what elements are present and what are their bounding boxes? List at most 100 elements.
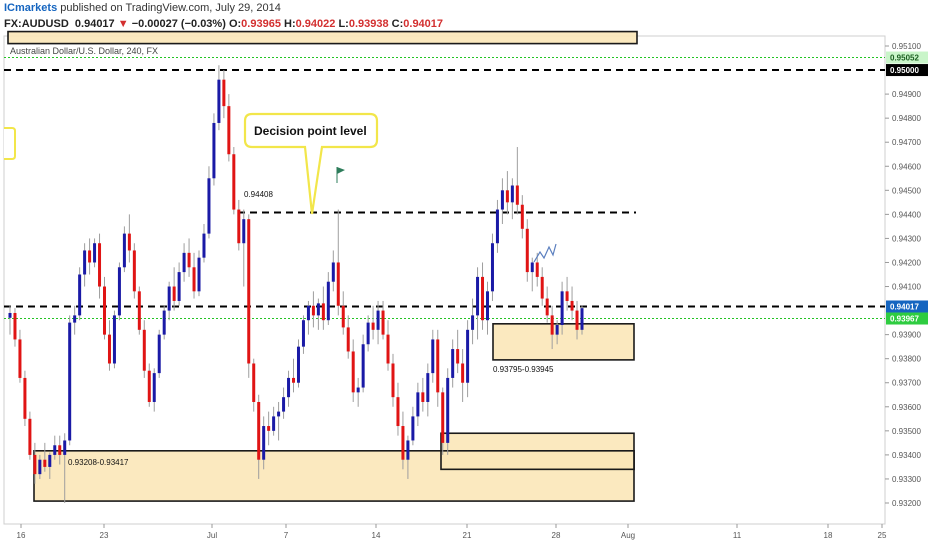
decision-point-callout: Decision point level	[243, 112, 379, 215]
candle-body	[530, 262, 534, 273]
candle-body	[316, 303, 320, 316]
candle-body	[490, 243, 494, 292]
candle-body	[326, 281, 330, 321]
chart-symbol-title: Australian Dollar/U.S. Dollar, 240, FX	[10, 46, 158, 56]
candle-body	[48, 454, 52, 467]
candle-body	[227, 106, 231, 155]
candle-body	[73, 315, 77, 323]
candle-body	[331, 262, 335, 282]
x-tick-label: Jul	[207, 531, 217, 540]
candle-body	[192, 267, 196, 292]
zone-top-left[interactable]	[7, 30, 638, 45]
close-value: 0.94017	[403, 18, 444, 30]
price-tag-label: 0.95052	[890, 54, 919, 63]
candle-body	[117, 267, 121, 316]
candle-body	[426, 373, 430, 402]
publisher-name[interactable]: ICmarkets	[4, 2, 58, 14]
candle-body	[446, 377, 450, 443]
candle-body	[466, 329, 470, 383]
zones-layer	[7, 30, 638, 502]
candle-body	[78, 274, 82, 316]
x-tick-label: Aug	[621, 531, 635, 540]
candle-body	[520, 204, 524, 229]
y-tick-label: 0.94900	[892, 90, 921, 99]
y-tick-label: 0.93800	[892, 355, 921, 364]
candle-body	[346, 327, 350, 352]
candle-body	[88, 250, 92, 263]
x-axis-ticks: 16 23 Jul 7 14 21 28 Aug 11 18 25	[17, 524, 887, 540]
level-label: 0.94408	[244, 190, 273, 199]
price-change: −0.00027 (−0.03%)	[131, 18, 226, 30]
candle-body	[550, 315, 554, 335]
candle-body	[132, 250, 136, 292]
x-tick-label: 21	[463, 531, 472, 540]
candle-body	[565, 291, 569, 301]
price-tag-label: 0.95000	[890, 66, 919, 75]
price-tag-bg	[886, 300, 928, 313]
x-tick-label: 28	[552, 531, 561, 540]
candle-body	[386, 334, 390, 364]
symbol-label[interactable]: FX:AUDUSD	[4, 18, 69, 30]
candle-body	[187, 252, 191, 268]
candle-body	[500, 190, 504, 210]
candle-body	[222, 79, 226, 107]
price-tag-label: 0.93967	[890, 315, 919, 324]
candle-body	[292, 377, 296, 383]
candle-body	[525, 228, 529, 273]
candle-body	[112, 315, 116, 364]
x-tick-label: 7	[284, 531, 289, 540]
candle-body	[366, 322, 370, 345]
candle-body	[63, 440, 67, 455]
candle-body	[391, 363, 395, 398]
candle-body	[555, 325, 559, 335]
wave-annotation	[533, 243, 557, 263]
candle-body	[98, 243, 102, 287]
x-tick-label: 14	[372, 531, 381, 540]
candle-body	[177, 272, 181, 301]
candle-body	[535, 262, 539, 277]
price-tag-bg	[886, 312, 928, 325]
open-value: 0.93965	[241, 18, 281, 30]
y-tick-label: 0.93300	[892, 475, 921, 484]
y-tick-label: 0.93700	[892, 379, 921, 388]
candle-body	[376, 310, 380, 330]
y-tick-label: 0.93500	[892, 427, 921, 436]
candle-body	[137, 291, 141, 330]
y-axis-ticks: 0.95100 0.94900 0.94800 0.94700 0.94600 0.945…	[885, 42, 921, 508]
candle-body	[510, 185, 514, 203]
zone-mid-right[interactable]	[492, 323, 635, 361]
zone-low-label: 0.93208-0.93417	[68, 458, 129, 467]
candle-body	[396, 397, 400, 427]
y-tick-label: 0.93400	[892, 451, 921, 460]
x-tick-label: 11	[733, 531, 742, 540]
candle-body	[296, 346, 300, 383]
candle-body	[356, 387, 360, 393]
candle-body	[456, 349, 460, 364]
candle-body	[282, 397, 286, 412]
candle-body	[545, 298, 549, 316]
candle-body	[341, 305, 345, 328]
down-triangle-icon: ▼	[117, 18, 129, 30]
candle-body	[381, 310, 385, 335]
y-tick-label: 0.94300	[892, 234, 921, 243]
x-tick-label: 25	[878, 531, 887, 540]
candle-body	[93, 243, 97, 263]
candle-body	[476, 276, 480, 316]
candle-body	[172, 286, 176, 301]
edge-callout	[4, 127, 16, 160]
x-tick-label: 16	[17, 531, 26, 540]
high-value: 0.94022	[295, 18, 336, 30]
y-tick-label: 0.94700	[892, 138, 921, 147]
candle-body	[351, 351, 355, 393]
candle-body	[401, 426, 405, 460]
y-tick-label: 0.94500	[892, 186, 921, 195]
candle-body	[242, 219, 246, 244]
y-tick-label: 0.93200	[892, 499, 921, 508]
candle-body	[23, 377, 27, 419]
candle-body	[162, 310, 166, 335]
price-tag-bg	[886, 64, 928, 77]
y-tick-label: 0.94600	[892, 162, 921, 171]
candle-body	[451, 349, 455, 378]
zone-low-right-inner[interactable]	[440, 450, 635, 471]
